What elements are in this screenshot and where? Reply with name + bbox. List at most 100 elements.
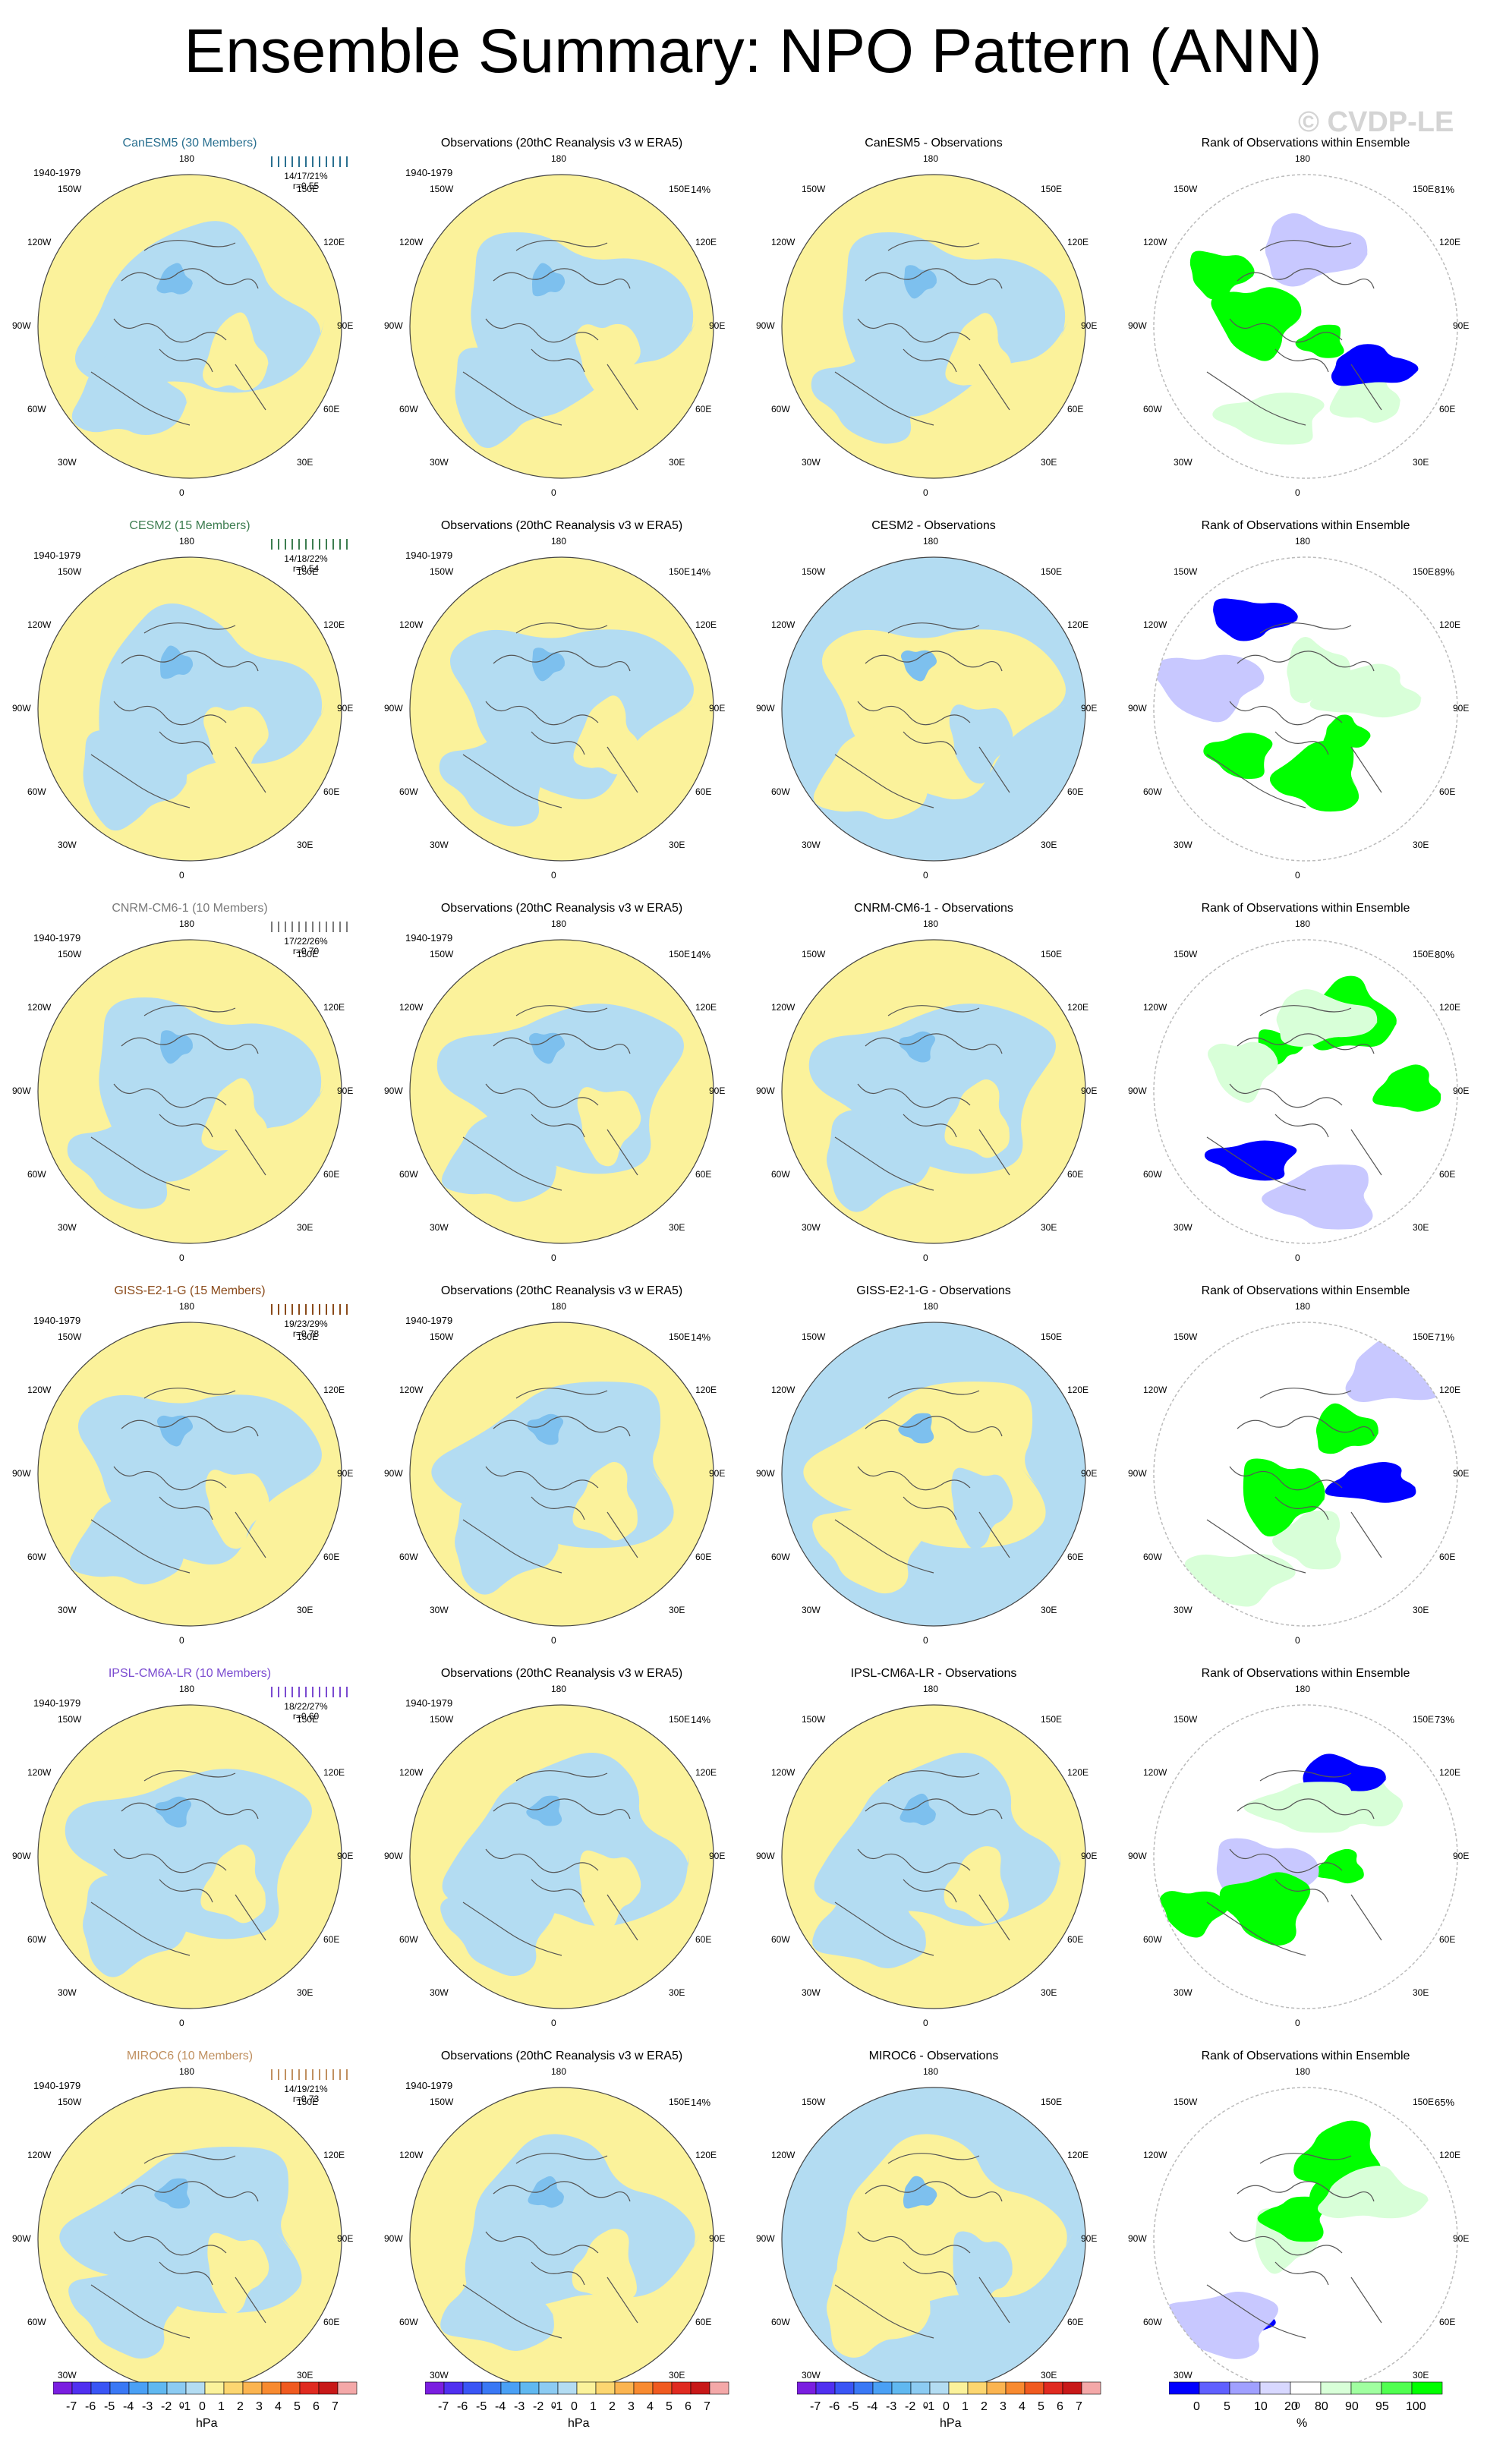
longitude-label: 90W bbox=[1128, 320, 1147, 331]
longitude-label: 150W bbox=[58, 184, 82, 194]
member-ticks bbox=[271, 922, 348, 932]
longitude-label: 30E bbox=[669, 1222, 685, 1233]
longitude-label: 60E bbox=[695, 1169, 712, 1180]
longitude-label: 120E bbox=[695, 1385, 717, 1395]
longitude-label: 150E bbox=[669, 2097, 691, 2107]
longitude-label: 90E bbox=[337, 1085, 354, 1096]
longitude-label: 120E bbox=[1067, 619, 1089, 630]
longitude-label: 120W bbox=[1143, 1767, 1167, 1778]
longitude-label: 0 bbox=[923, 1635, 928, 1646]
longitude-label: 180 bbox=[551, 2066, 567, 2077]
longitude-label: 60E bbox=[323, 786, 340, 797]
longitude-label: 120E bbox=[1439, 619, 1461, 630]
colorbar-tick-label: -2 bbox=[533, 2400, 544, 2413]
longitude-label: 120E bbox=[323, 2150, 345, 2160]
longitude-label: 60E bbox=[1067, 1169, 1084, 1180]
longitude-label: 60W bbox=[771, 1552, 790, 1562]
longitude-label: 90E bbox=[1453, 703, 1470, 714]
longitude-label: 30W bbox=[430, 457, 449, 468]
longitude-label: 30E bbox=[297, 1987, 313, 1998]
longitude-label: 180 bbox=[1295, 153, 1311, 164]
polar-map bbox=[1153, 939, 1458, 1244]
longitude-label: 90W bbox=[756, 2233, 775, 2244]
longitude-label: 90E bbox=[1453, 320, 1470, 331]
colorbar-tick-label: 0 bbox=[571, 2400, 578, 2413]
longitude-label: 150W bbox=[430, 566, 454, 577]
colorbar-tick-label: -4 bbox=[123, 2400, 134, 2413]
longitude-label: 180 bbox=[551, 536, 567, 547]
stats-correlation: r=0.60 bbox=[292, 1711, 320, 1722]
longitude-label: 30W bbox=[430, 2370, 449, 2381]
longitude-label: 30E bbox=[669, 2370, 685, 2381]
colorbar-tick-label: 100 bbox=[1406, 2400, 1426, 2413]
period-label: 1940-1979 bbox=[405, 167, 453, 178]
longitude-label: 30E bbox=[669, 1605, 685, 1615]
colorbar-unit: % bbox=[1296, 2417, 1308, 2430]
stats-percentiles: 18/22/27% bbox=[284, 1701, 328, 1712]
polar-map bbox=[781, 1322, 1086, 1627]
longitude-label: 30E bbox=[669, 1987, 685, 1998]
panel-diff: 180 150E 120E 90E 60E 30E 0 30W 60W 90W 120W 150W Ca… bbox=[751, 121, 1116, 504]
panel-model: 180 150E 120E 90E 60E 30E 0 30W 60W 90W 120W 150W IP… bbox=[8, 1652, 372, 2034]
longitude-label: 90E bbox=[709, 2233, 726, 2244]
longitude-label: 60E bbox=[1067, 786, 1084, 797]
longitude-label: 120W bbox=[399, 1002, 424, 1013]
period-label: 1940-1979 bbox=[33, 932, 81, 944]
stats-correlation: r=0.78 bbox=[292, 1328, 320, 1339]
colorbar-tick-label: 7 bbox=[704, 2400, 710, 2413]
longitude-label: 30E bbox=[1413, 840, 1429, 850]
longitude-label: 0 bbox=[551, 2400, 556, 2411]
polar-map bbox=[1153, 556, 1458, 862]
stats-percentiles: 14/17/21% bbox=[284, 171, 328, 181]
longitude-label: 120E bbox=[1439, 1385, 1461, 1395]
longitude-label: 90E bbox=[1453, 1085, 1470, 1096]
panel-title: Rank of Observations within Ensemble bbox=[1201, 1284, 1410, 1297]
longitude-label: 90W bbox=[384, 2233, 403, 2244]
polar-map bbox=[1153, 174, 1458, 479]
longitude-label: 0 bbox=[551, 487, 556, 498]
longitude-label: 90E bbox=[337, 1851, 354, 1861]
longitude-label: 180 bbox=[1295, 536, 1311, 547]
polar-map bbox=[409, 1322, 714, 1627]
longitude-label: 90W bbox=[756, 320, 775, 331]
panel-title: GISS-E2-1-G (15 Members) bbox=[114, 1284, 266, 1297]
longitude-label: 150W bbox=[802, 2097, 826, 2107]
longitude-label: 30W bbox=[802, 1987, 821, 1998]
colorbar-rank: 0 5 10 20 80 90 95 100% bbox=[1169, 2381, 1457, 2449]
longitude-label: 150W bbox=[58, 1331, 82, 1342]
polar-map bbox=[781, 939, 1086, 1244]
longitude-label: 150E bbox=[297, 184, 319, 194]
longitude-label: 30W bbox=[58, 2370, 77, 2381]
longitude-label: 60W bbox=[771, 1169, 790, 1180]
polar-map bbox=[37, 2087, 342, 2392]
colorbar-tick-label: -7 bbox=[810, 2400, 821, 2413]
longitude-label: 120W bbox=[27, 2150, 52, 2160]
period-label: 1940-1979 bbox=[33, 1697, 81, 1709]
longitude-label: 30W bbox=[1174, 1605, 1193, 1615]
colorbar-tick-label: 90 bbox=[1345, 2400, 1359, 2413]
longitude-label: 120W bbox=[399, 1767, 424, 1778]
longitude-label: 150W bbox=[1174, 566, 1198, 577]
longitude-label: 120E bbox=[1439, 1767, 1461, 1778]
colorbar-unit: hPa bbox=[940, 2417, 962, 2430]
longitude-label: 180 bbox=[923, 153, 939, 164]
panel-title: CNRM-CM6-1 - Observations bbox=[854, 902, 1013, 915]
colorbar-tick-label: 10 bbox=[1254, 2400, 1268, 2413]
longitude-label: 180 bbox=[551, 153, 567, 164]
longitude-label: 150W bbox=[802, 184, 826, 194]
colorbar-tick-label: 5 bbox=[1038, 2400, 1044, 2413]
panel-rank: 180 150E 120E 90E 60E 30E 0 30W 60W 90W 120W 150W Ra… bbox=[1123, 1269, 1488, 1652]
stats-percentiles: 14/18/22% bbox=[284, 553, 328, 564]
panel-title: CanESM5 - Observations bbox=[865, 137, 1003, 150]
longitude-label: 0 bbox=[551, 1252, 556, 1263]
polar-map bbox=[1153, 2087, 1458, 2392]
stats-correlation: r=0.73 bbox=[292, 2094, 320, 2104]
panel-model: 180 150E 120E 90E 60E 30E 0 30W 60W 90W 120W 150W CN… bbox=[8, 887, 372, 1269]
percent-label: 14% bbox=[691, 2097, 711, 2108]
longitude-label: 30E bbox=[1413, 1605, 1429, 1615]
percent-label: 14% bbox=[691, 184, 711, 195]
longitude-label: 150E bbox=[1041, 2097, 1063, 2107]
longitude-label: 0 bbox=[923, 2400, 928, 2411]
longitude-label: 90W bbox=[384, 1468, 403, 1479]
longitude-label: 60W bbox=[1143, 786, 1162, 797]
